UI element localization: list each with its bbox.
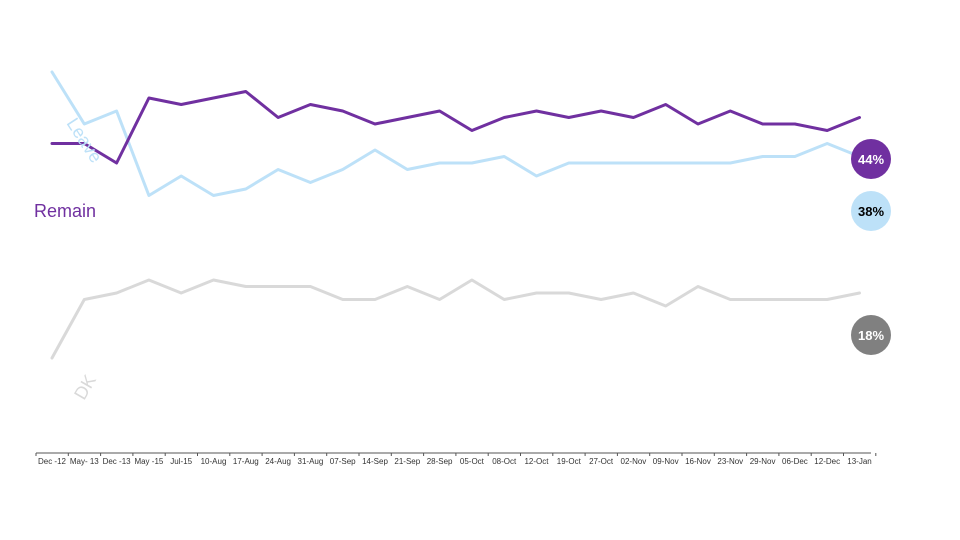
x-tick-label: Dec -13 <box>103 457 132 466</box>
end-badge-leave: 38% <box>851 191 891 231</box>
x-tick-label: 19-Oct <box>557 457 582 466</box>
x-tick-label: May -15 <box>134 457 163 466</box>
x-tick-label: 12-Dec <box>814 457 840 466</box>
series-line-leave <box>50 70 861 197</box>
x-tick-label: 17-Aug <box>233 457 259 466</box>
end-value-badges: 44% 38% 18% <box>851 139 891 355</box>
end-badge-circle <box>851 191 891 231</box>
x-tick-label: May- 13 <box>70 457 99 466</box>
x-tick-label: 12-Oct <box>524 457 549 466</box>
end-badge-circle <box>851 139 891 179</box>
x-tick-label: Dec -12 <box>38 457 67 466</box>
end-badge-remain: 44% <box>851 139 891 179</box>
series-label-dk: DK <box>70 371 100 403</box>
x-tick-label: 28-Sep <box>427 457 453 466</box>
series-lines <box>50 70 861 360</box>
series-labels: Remain Leave DK <box>34 114 106 403</box>
series-line-dk <box>50 278 861 360</box>
end-badge-circle <box>851 315 891 355</box>
x-tick-label: 24-Aug <box>265 457 291 466</box>
x-tick-label: Jul-15 <box>170 457 192 466</box>
x-tick-label: 07-Sep <box>330 457 356 466</box>
x-tick-label: 09-Nov <box>653 457 679 466</box>
x-tick-label: 02-Nov <box>621 457 647 466</box>
series-line-remain <box>50 90 861 165</box>
x-tick-label: 08-Oct <box>492 457 517 466</box>
x-tick-label: 29-Nov <box>750 457 776 466</box>
x-tick-label: 16-Nov <box>685 457 711 466</box>
end-badge-dk: 18% <box>851 315 891 355</box>
end-value-label: 44% <box>858 152 884 167</box>
end-value-label: 18% <box>858 328 884 343</box>
end-value-label: 38% <box>858 204 884 219</box>
x-tick-label: 06-Dec <box>782 457 808 466</box>
series-label-remain: Remain <box>34 201 96 221</box>
x-tick-label: 21-Sep <box>394 457 420 466</box>
x-tick-label: 31-Aug <box>298 457 324 466</box>
x-tick-label: 23-Nov <box>717 457 743 466</box>
x-tick-label: 05-Oct <box>460 457 485 466</box>
x-tick-label: 27-Oct <box>589 457 614 466</box>
x-tick-label: 14-Sep <box>362 457 388 466</box>
x-tick-label: 10-Aug <box>201 457 227 466</box>
x-tick-label: 13-Jan <box>847 457 871 466</box>
x-axis: Dec -12 May- 13 Dec -13 May -15 Jul-15 10-Aug… <box>35 452 877 466</box>
series-label-leave: Leave <box>63 114 106 166</box>
